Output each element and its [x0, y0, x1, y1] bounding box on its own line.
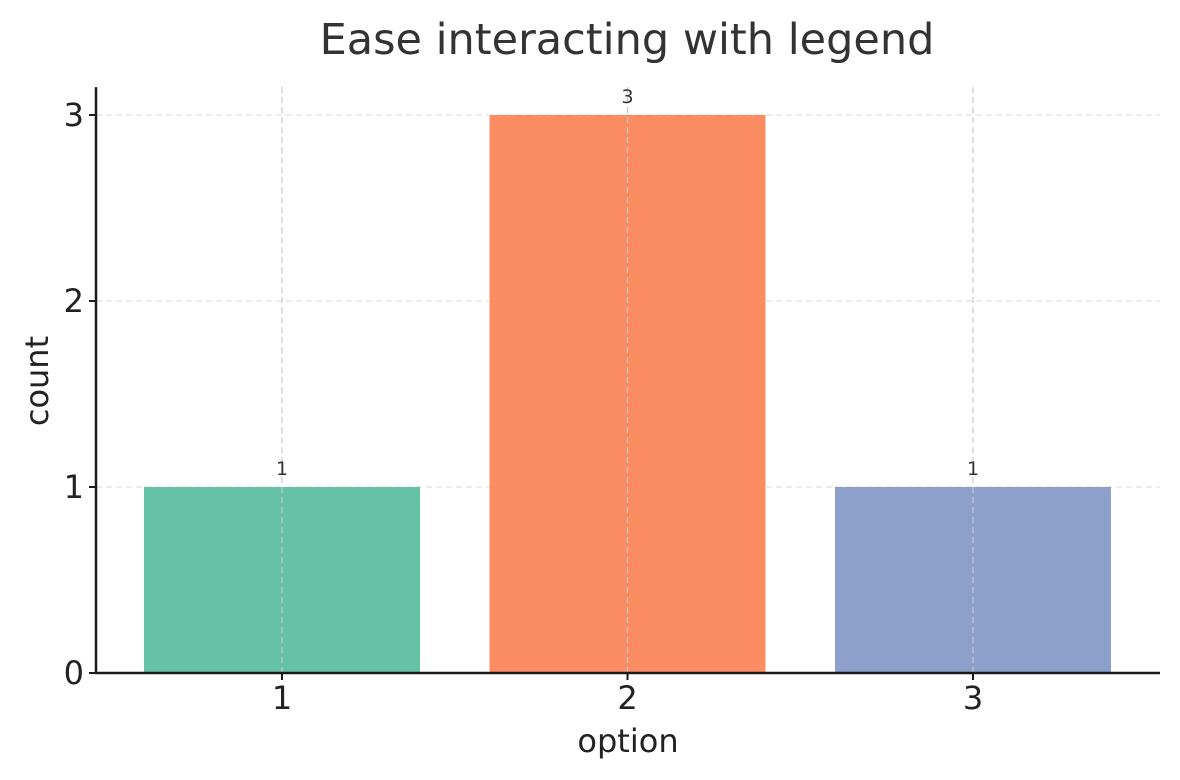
axes — [89, 87, 1160, 680]
vertical-gridlines — [281, 87, 974, 673]
y-axis-title: count — [18, 336, 56, 426]
labels: 0 1 2 3 1 2 3 1 3 1 — [64, 86, 984, 717]
y-tick-label: 1 — [64, 468, 84, 506]
x-axis-title: option — [577, 722, 678, 760]
bar-value-label: 3 — [621, 86, 633, 108]
y-tick-label: 2 — [64, 282, 84, 320]
x-tick-label: 1 — [272, 679, 292, 717]
y-tick-label: 0 — [64, 654, 84, 692]
bar-value-label: 1 — [276, 458, 288, 480]
chart-title: Ease interacting with legend — [320, 15, 935, 65]
x-tick-label: 2 — [617, 679, 637, 717]
bar-value-label: 1 — [967, 458, 979, 480]
y-tick-label: 3 — [64, 96, 84, 134]
x-tick-label: 3 — [963, 679, 983, 717]
